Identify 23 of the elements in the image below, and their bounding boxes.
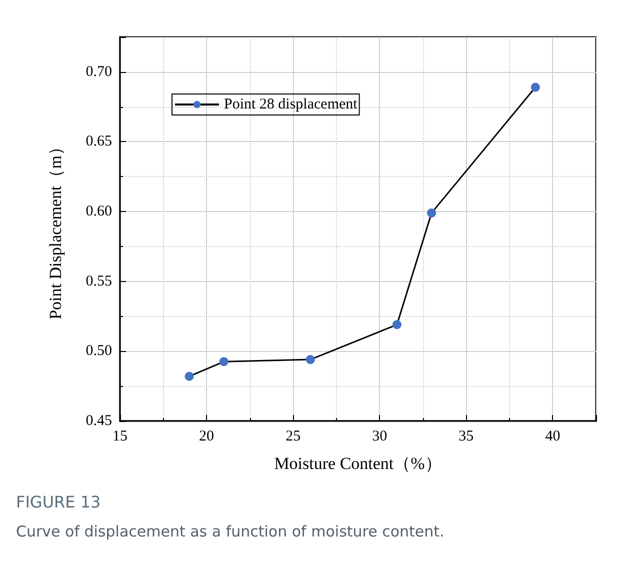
- point: [306, 355, 315, 364]
- y-axis-title: Point Displacement（m）: [46, 138, 65, 320]
- y-tick-label: 0.70: [86, 64, 112, 80]
- x-tick-label: 25: [286, 428, 301, 444]
- x-tick-label: 40: [545, 428, 560, 444]
- point: [530, 82, 540, 92]
- y-tick-label: 0.55: [86, 273, 112, 290]
- text: Curve of displacement as a function of moisture content.: [16, 522, 444, 540]
- x-tick-label: 30: [372, 428, 388, 444]
- point: [427, 208, 436, 218]
- y-tick-label: 0.50: [86, 343, 112, 360]
- x-tick-label: 15: [112, 428, 128, 444]
- x-tick-label: 35: [458, 428, 474, 444]
- y-tick-label: 0.60: [86, 204, 112, 220]
- caption: FIGURE 13: [16, 492, 101, 512]
- point: [184, 372, 194, 381]
- y-tick-label: 0.45: [86, 413, 112, 429]
- legend-label: Point 28 displacement: [224, 96, 358, 112]
- x-axis-title: Moisture Content（%）: [274, 454, 442, 473]
- point: [392, 320, 402, 330]
- point: [219, 357, 228, 366]
- x-tick-label: 20: [199, 428, 214, 444]
- y-tick-label: 0.65: [86, 134, 112, 150]
